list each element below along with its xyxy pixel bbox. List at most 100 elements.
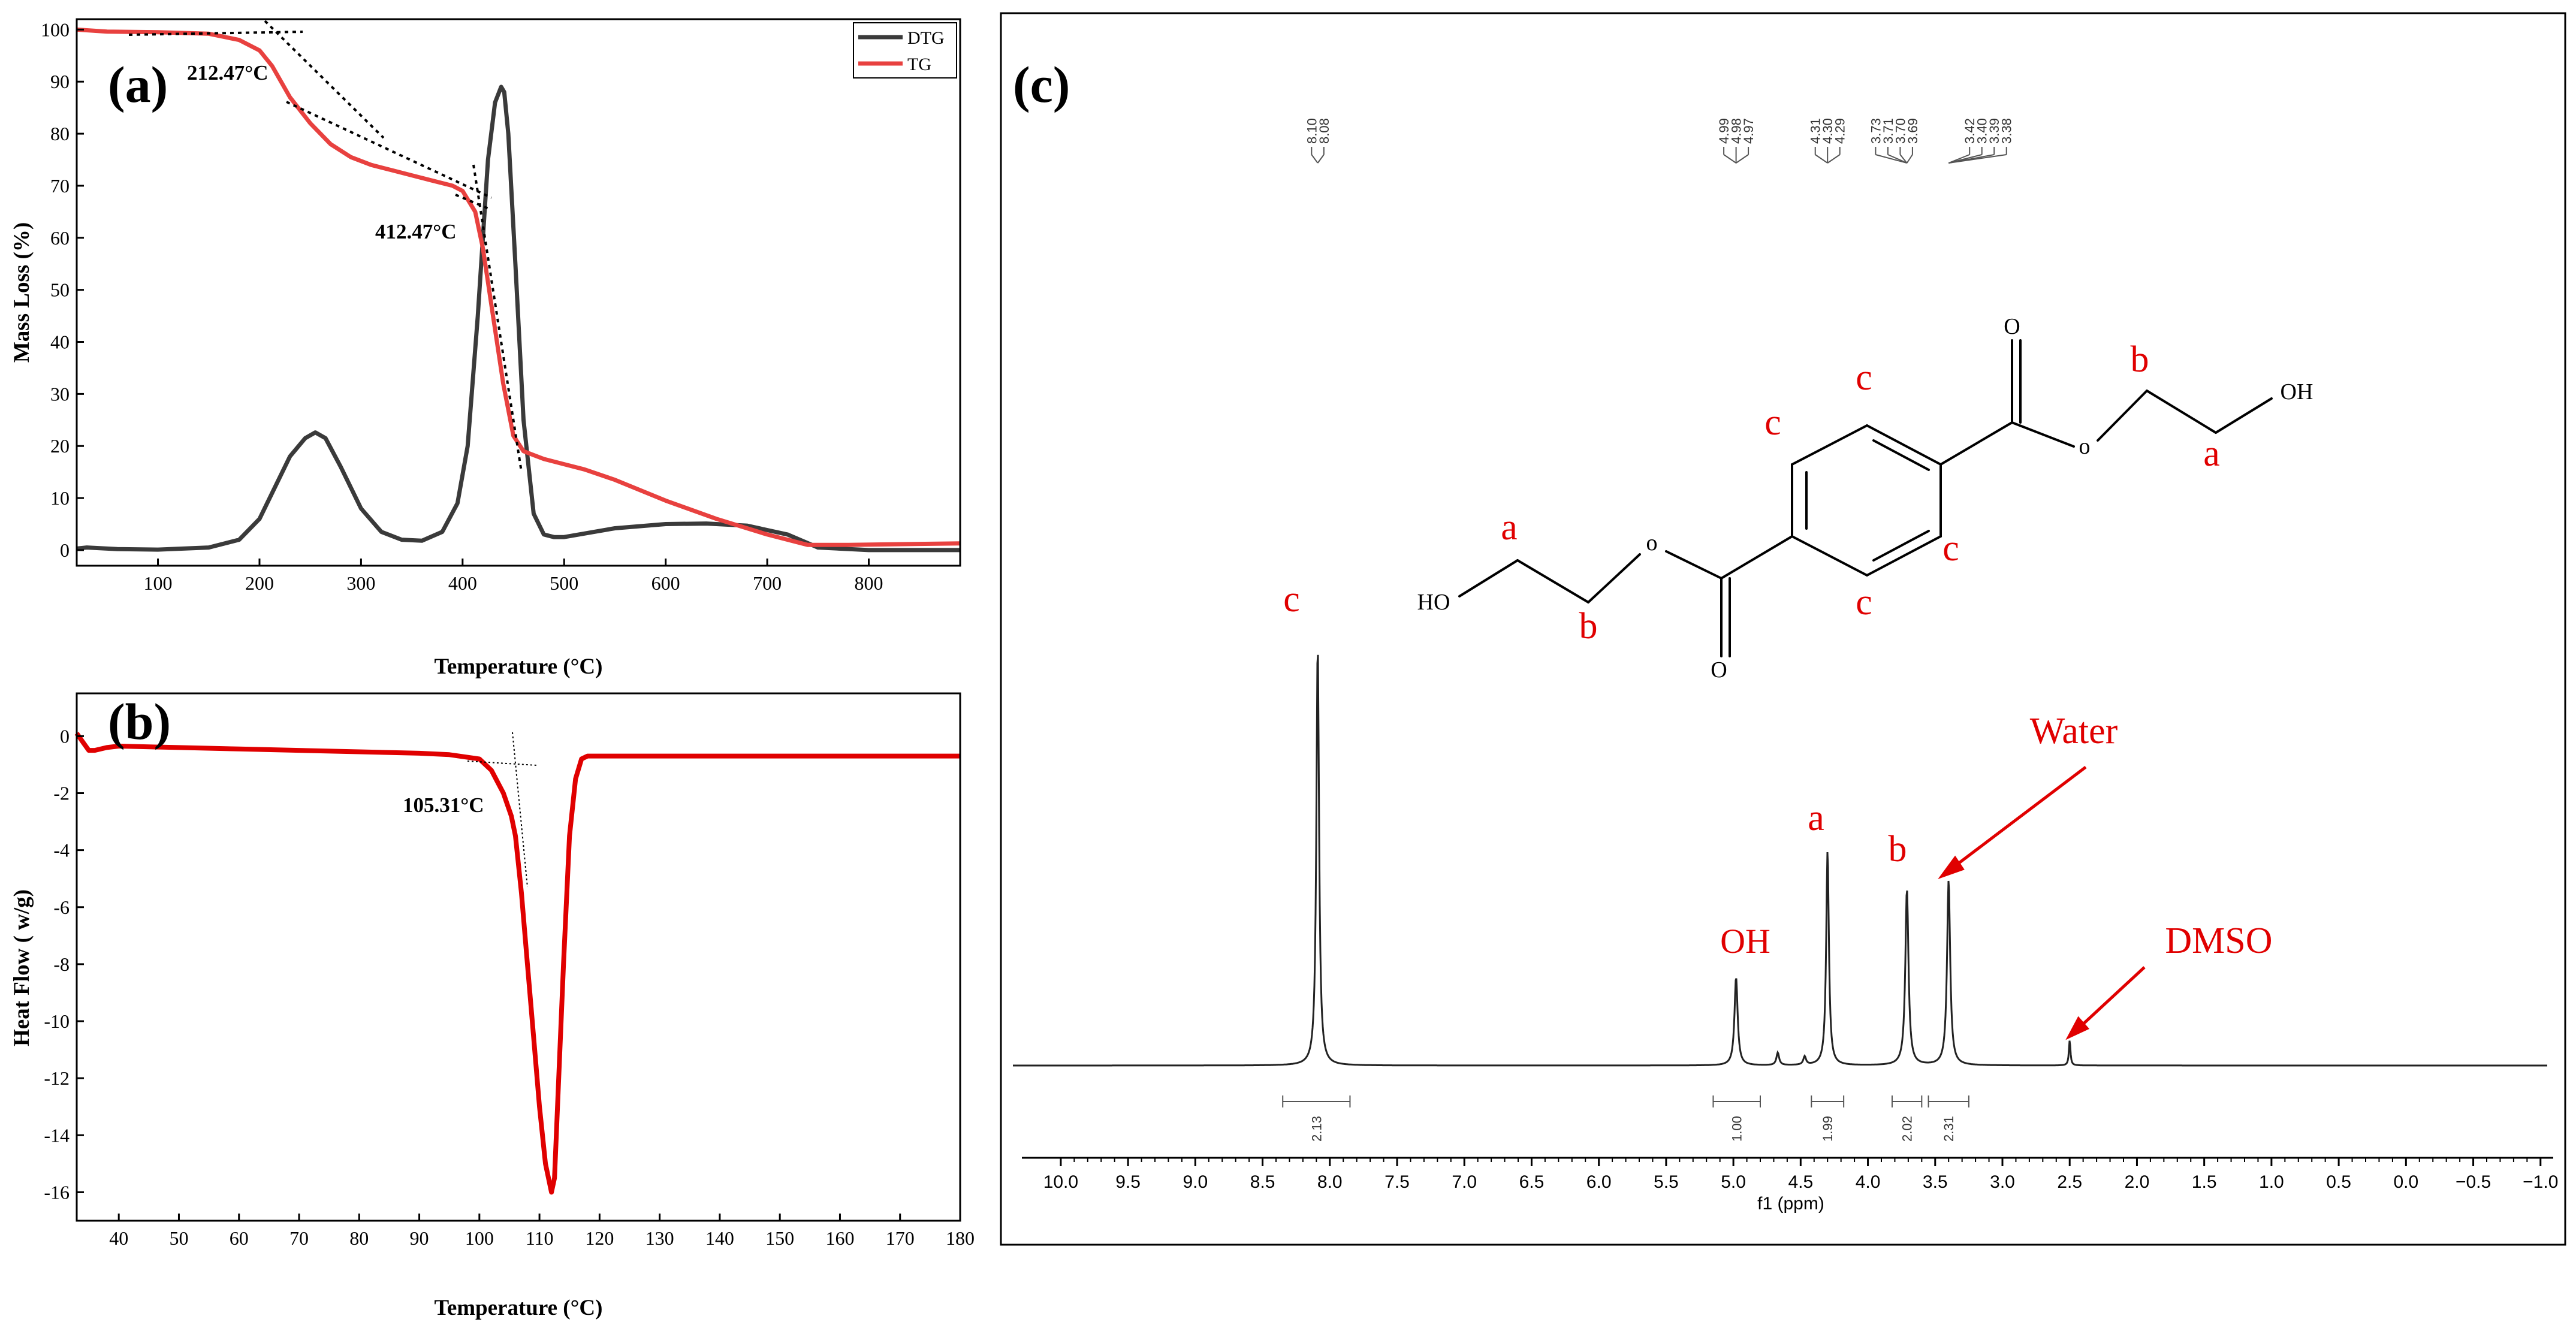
panel-b-xtick-label: 170 [886, 1227, 915, 1249]
panel-c-xtick-label: 2.5 [2057, 1172, 2082, 1192]
series-tg-line [76, 27, 961, 547]
panel-a-xtick-label: 700 [753, 572, 782, 594]
panel-c-frame [1000, 12, 2566, 1246]
panel-b-xtick-label: 70 [289, 1227, 309, 1249]
series-heat-flow-line [74, 732, 960, 1195]
structure-site-c-3: c [1942, 528, 1959, 569]
assign-a: a [1808, 798, 1824, 838]
integral-value-label: 1.99 [1820, 1116, 1835, 1142]
panel-a-onset-tangents [128, 20, 523, 472]
structure-ester-o-right: o [2079, 434, 2091, 459]
panel-c-xtick-label: −1.0 [2523, 1172, 2558, 1192]
peak-list-connector [1948, 154, 2007, 164]
panel-c-xtick-label: 7.5 [1384, 1172, 1410, 1192]
panel-b-ytick-label: -12 [44, 1067, 70, 1089]
panel-b-ytick-label: -4 [53, 840, 70, 861]
legend-dtg-label: DTG [907, 28, 945, 48]
panel-a-xtick-label: 300 [346, 572, 375, 594]
panel-c-xtick-label: −0.5 [2456, 1172, 2491, 1192]
panel-a-ytick-label: 100 [41, 19, 70, 40]
peak-list-label: 3.71 [1881, 118, 1896, 144]
integral-value-label: 2.31 [1941, 1116, 1956, 1142]
structure-site-a-left: a [1501, 507, 1518, 548]
peak-list-label: 4.97 [1741, 118, 1756, 144]
peak-list-label: 4.31 [1808, 118, 1823, 144]
peak-list-connector [1317, 154, 1325, 164]
panel-c-xtick-label: 2.0 [2125, 1172, 2150, 1192]
panel-b-ytick-label: -16 [44, 1181, 70, 1203]
peak-list-label: 4.29 [1833, 118, 1848, 144]
panel-c-xtick-label: 3.5 [1923, 1172, 1948, 1192]
peak-list-connector [1875, 154, 1907, 164]
structure-site-a-right: a [2203, 433, 2220, 474]
panel-b-xtick-label: 130 [645, 1227, 674, 1249]
integral-value-label: 1.00 [1730, 1116, 1745, 1142]
panel-b-xtick-label: 160 [825, 1227, 854, 1249]
panel-c-xtick-label: 8.5 [1250, 1172, 1275, 1192]
peak-list-connector [1887, 154, 1908, 164]
peak-list-label: 8.10 [1304, 118, 1319, 144]
structure-ho-left: HO [1417, 590, 1450, 615]
panel-c-spectrum [1013, 654, 2547, 1067]
nmr-spectrum-line [1013, 654, 2547, 1067]
peak-list-label: 3.42 [1962, 118, 1977, 144]
panel-b-xtick-label: 80 [349, 1227, 369, 1249]
panel-c-xtick-label: 5.5 [1654, 1172, 1679, 1192]
panel-a-label: (a) [108, 56, 168, 113]
legend-tg-label: TG [907, 55, 931, 74]
panel-c-xtick-label: 1.5 [2192, 1172, 2217, 1192]
panel-a-ylabel: Mass Loss (%) [10, 222, 34, 363]
peak-list-connector [1736, 154, 1749, 164]
panel-b-xlabel: Temperature (°C) [435, 1296, 603, 1320]
panel-a-xtick-label: 100 [144, 572, 173, 594]
peak-list-connector [1815, 154, 1828, 164]
panel-a-ytick-label: 40 [50, 331, 70, 353]
panel-c-xtick-label: 4.0 [1856, 1172, 1881, 1192]
integral-value-label: 2.02 [1900, 1116, 1915, 1142]
peak-list-label: 4.98 [1729, 118, 1744, 144]
panel-b-xtick-label: 140 [705, 1227, 734, 1249]
panel-c-structure: O o OH O o HO c c c c b a a b [1417, 314, 2313, 683]
assign-c: c [1283, 579, 1300, 620]
panel-a-ytick-label: 90 [50, 71, 70, 92]
panel-b-xtick-label: 110 [526, 1227, 554, 1249]
peak-list-connector [1311, 154, 1319, 164]
panel-c-label: (c) [1013, 56, 1070, 113]
peak-list-label: 3.70 [1893, 118, 1908, 144]
panel-a-ytick-label: 80 [50, 123, 70, 144]
peak-list-label: 3.38 [1999, 118, 2014, 144]
structure-carbonyl-o-left: O [1711, 657, 1727, 683]
panel-a-ytick-label: 0 [60, 539, 70, 561]
panel-b-ytick-label: -2 [53, 782, 70, 804]
panel-b-onset-tangents [467, 732, 537, 888]
panel-c-xtick-label: 4.5 [1788, 1172, 1813, 1192]
assign-b: b [1889, 829, 1907, 870]
panel-c-assignments: c OH a b Water DMSO [1283, 579, 2272, 961]
panel-c-xtick-label: 0.0 [2393, 1172, 2418, 1192]
panel-b-frame [76, 692, 961, 1222]
peak-list-connector [1827, 154, 1841, 164]
panel-c-xtick-label: 3.0 [1990, 1172, 2015, 1192]
panel-a-xtick-label: 600 [651, 572, 680, 594]
peak-list-label: 3.73 [1868, 118, 1883, 144]
panel-a-ytick-label: 30 [50, 383, 70, 405]
panel-a-xlabel: Temperature (°C) [435, 654, 603, 679]
integral-value-label: 2.13 [1309, 1116, 1324, 1142]
panel-c-nmr: (c) 10.0 9.5 9.0 8.5 8.0 7.5 7.0 6.5 6.0 5.5 5.0 4.… [1000, 12, 2566, 1246]
panel-b-xtick-label: 40 [109, 1227, 128, 1249]
structure-site-c-4: c [1856, 582, 1872, 623]
panel-b-dsc: 40 50 60 70 80 90 100 110 120 130 140 150 160 170 180 0… [10, 692, 975, 1320]
peak-list-label: 3.69 [1905, 118, 1920, 144]
panel-c-xtick-label: 0.5 [2326, 1172, 2351, 1192]
panel-b-label: (b) [108, 693, 171, 750]
panel-a-ytick-label: 10 [50, 487, 70, 509]
panel-b-xtick-label: 180 [946, 1227, 975, 1249]
callout-water: Water [2030, 711, 2118, 751]
panel-c-xtick-label: 9.5 [1115, 1172, 1141, 1192]
panel-a-xtick-label: 500 [550, 572, 578, 594]
panel-c-xlabel: f1 (ppm) [1757, 1194, 1824, 1214]
panel-a-ytick-label: 70 [50, 175, 70, 197]
panel-b-xtick-label: 120 [585, 1227, 614, 1249]
panel-b-ytick-label: -14 [44, 1124, 70, 1146]
